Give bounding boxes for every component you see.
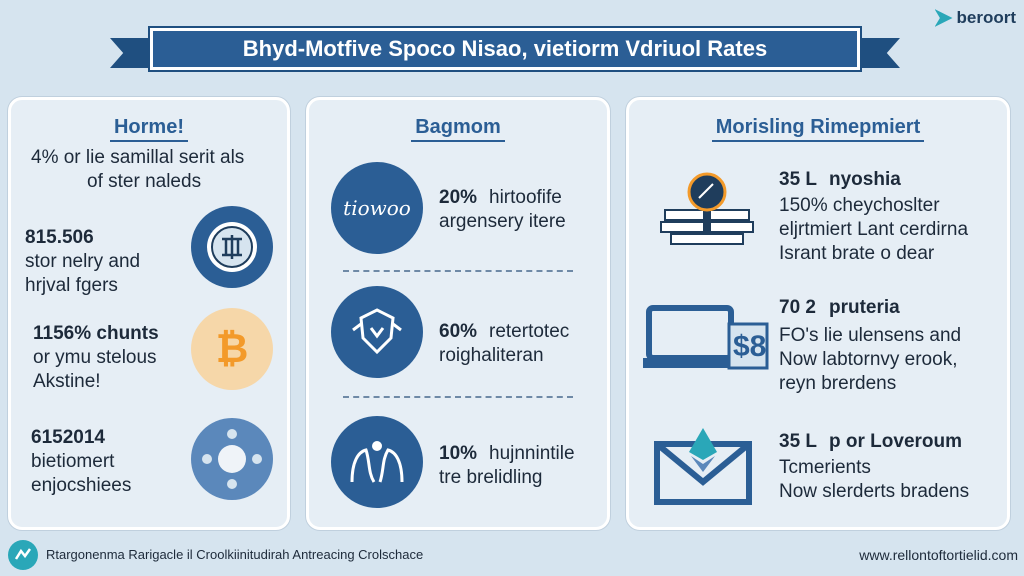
panel-horme: Horme! 4% or lie samillal serit als of s… — [8, 97, 290, 530]
logo-text: tiowoo — [343, 196, 411, 220]
item-text: retertotec — [489, 321, 570, 342]
brand-logo: beroort — [934, 8, 1017, 28]
network-nodes-icon — [191, 418, 273, 500]
divider — [343, 396, 573, 398]
item-value: 35 L — [779, 169, 818, 190]
item-line: Now labtornvy erook, — [779, 349, 958, 370]
laptop-dollar-icon: $8 — [643, 304, 773, 374]
item-line: Akstine! — [33, 371, 101, 392]
panel-morisling: Morisling Rimepmiert 35 L nyoshia 150% c… — [626, 97, 1010, 530]
ethereum-envelope-icon — [653, 426, 753, 506]
cash-coin-icon — [191, 206, 273, 288]
brand-name: beroort — [956, 8, 1017, 27]
item-line: hrjval fgers — [25, 275, 118, 296]
item-text: hirtoofife — [489, 187, 562, 208]
item-line: Tcmerients — [779, 457, 871, 478]
shield-crest-icon — [331, 286, 423, 378]
item-line: enjocshiees — [31, 475, 132, 496]
divider — [343, 270, 573, 272]
handwritten-logo-icon: tiowoo — [331, 162, 423, 254]
laptop-dollar-label: $8 — [733, 330, 767, 363]
item-line: stor nelry and — [25, 251, 141, 272]
panel-title: Horme! — [11, 116, 287, 142]
item-text: p or Loveroum — [829, 431, 963, 452]
item-line: Isrant brate o dear — [779, 243, 935, 264]
item-line: argensery itere — [439, 211, 566, 232]
item-value: 815.506 — [25, 227, 94, 248]
item-line: roighaliteran — [439, 345, 544, 366]
panel-title: Morisling Rimepmiert — [629, 116, 1007, 142]
item-text: hujnnintile — [489, 443, 575, 464]
title-banner: Bhyd-Motfive Spoco Nisao, vietiorm Vdriu… — [110, 26, 900, 74]
item-value: 60% — [439, 321, 478, 342]
scale-lock-icon — [657, 168, 757, 258]
item-line: tre brelidling — [439, 467, 543, 488]
item-value: 6152014 — [31, 427, 105, 448]
panel-intro-line-2: of ster naleds — [87, 171, 202, 192]
hands-people-icon — [331, 416, 423, 508]
brand-arrow-icon — [934, 9, 953, 27]
item-value: 20% — [439, 187, 478, 208]
item-value: 1156% chunts — [33, 323, 159, 344]
footer-url-link[interactable]: www.rellontoftortielid.com — [859, 547, 1018, 563]
item-line: reyn brerdens — [779, 373, 897, 394]
footer-logo-icon — [8, 540, 38, 570]
footer-caption: Rtargonenma Rarigacle il Croolkiinitudir… — [46, 547, 424, 562]
svg-text:₿: ₿ — [216, 327, 249, 371]
item-line: FO's lie ulensens and — [779, 325, 962, 346]
item-value: 70 2 — [779, 297, 816, 318]
bitcoin-icon: ₿ — [191, 308, 273, 390]
item-line: bietiomert — [31, 451, 115, 472]
item-line: Now slerderts bradens — [779, 481, 970, 502]
panel-title: Bagmom — [309, 116, 607, 142]
panel-intro-line-1: 4% or lie samillal serit als — [31, 147, 245, 168]
item-line: 150% cheychoslter — [779, 195, 940, 216]
item-text: pruteria — [829, 297, 900, 318]
item-line: or ymu stelous — [33, 347, 157, 368]
item-text: nyoshia — [829, 169, 901, 190]
page-title: Bhyd-Motfive Spoco Nisao, vietiorm Vdriu… — [148, 26, 862, 72]
item-value: 35 L — [779, 431, 818, 452]
panel-bagmom: Bagmom tiowoo 20% hirtoofife argensery i… — [306, 97, 610, 530]
item-line: eljrtmiert Lant cerdirna — [779, 219, 969, 240]
item-value: 10% — [439, 443, 478, 464]
